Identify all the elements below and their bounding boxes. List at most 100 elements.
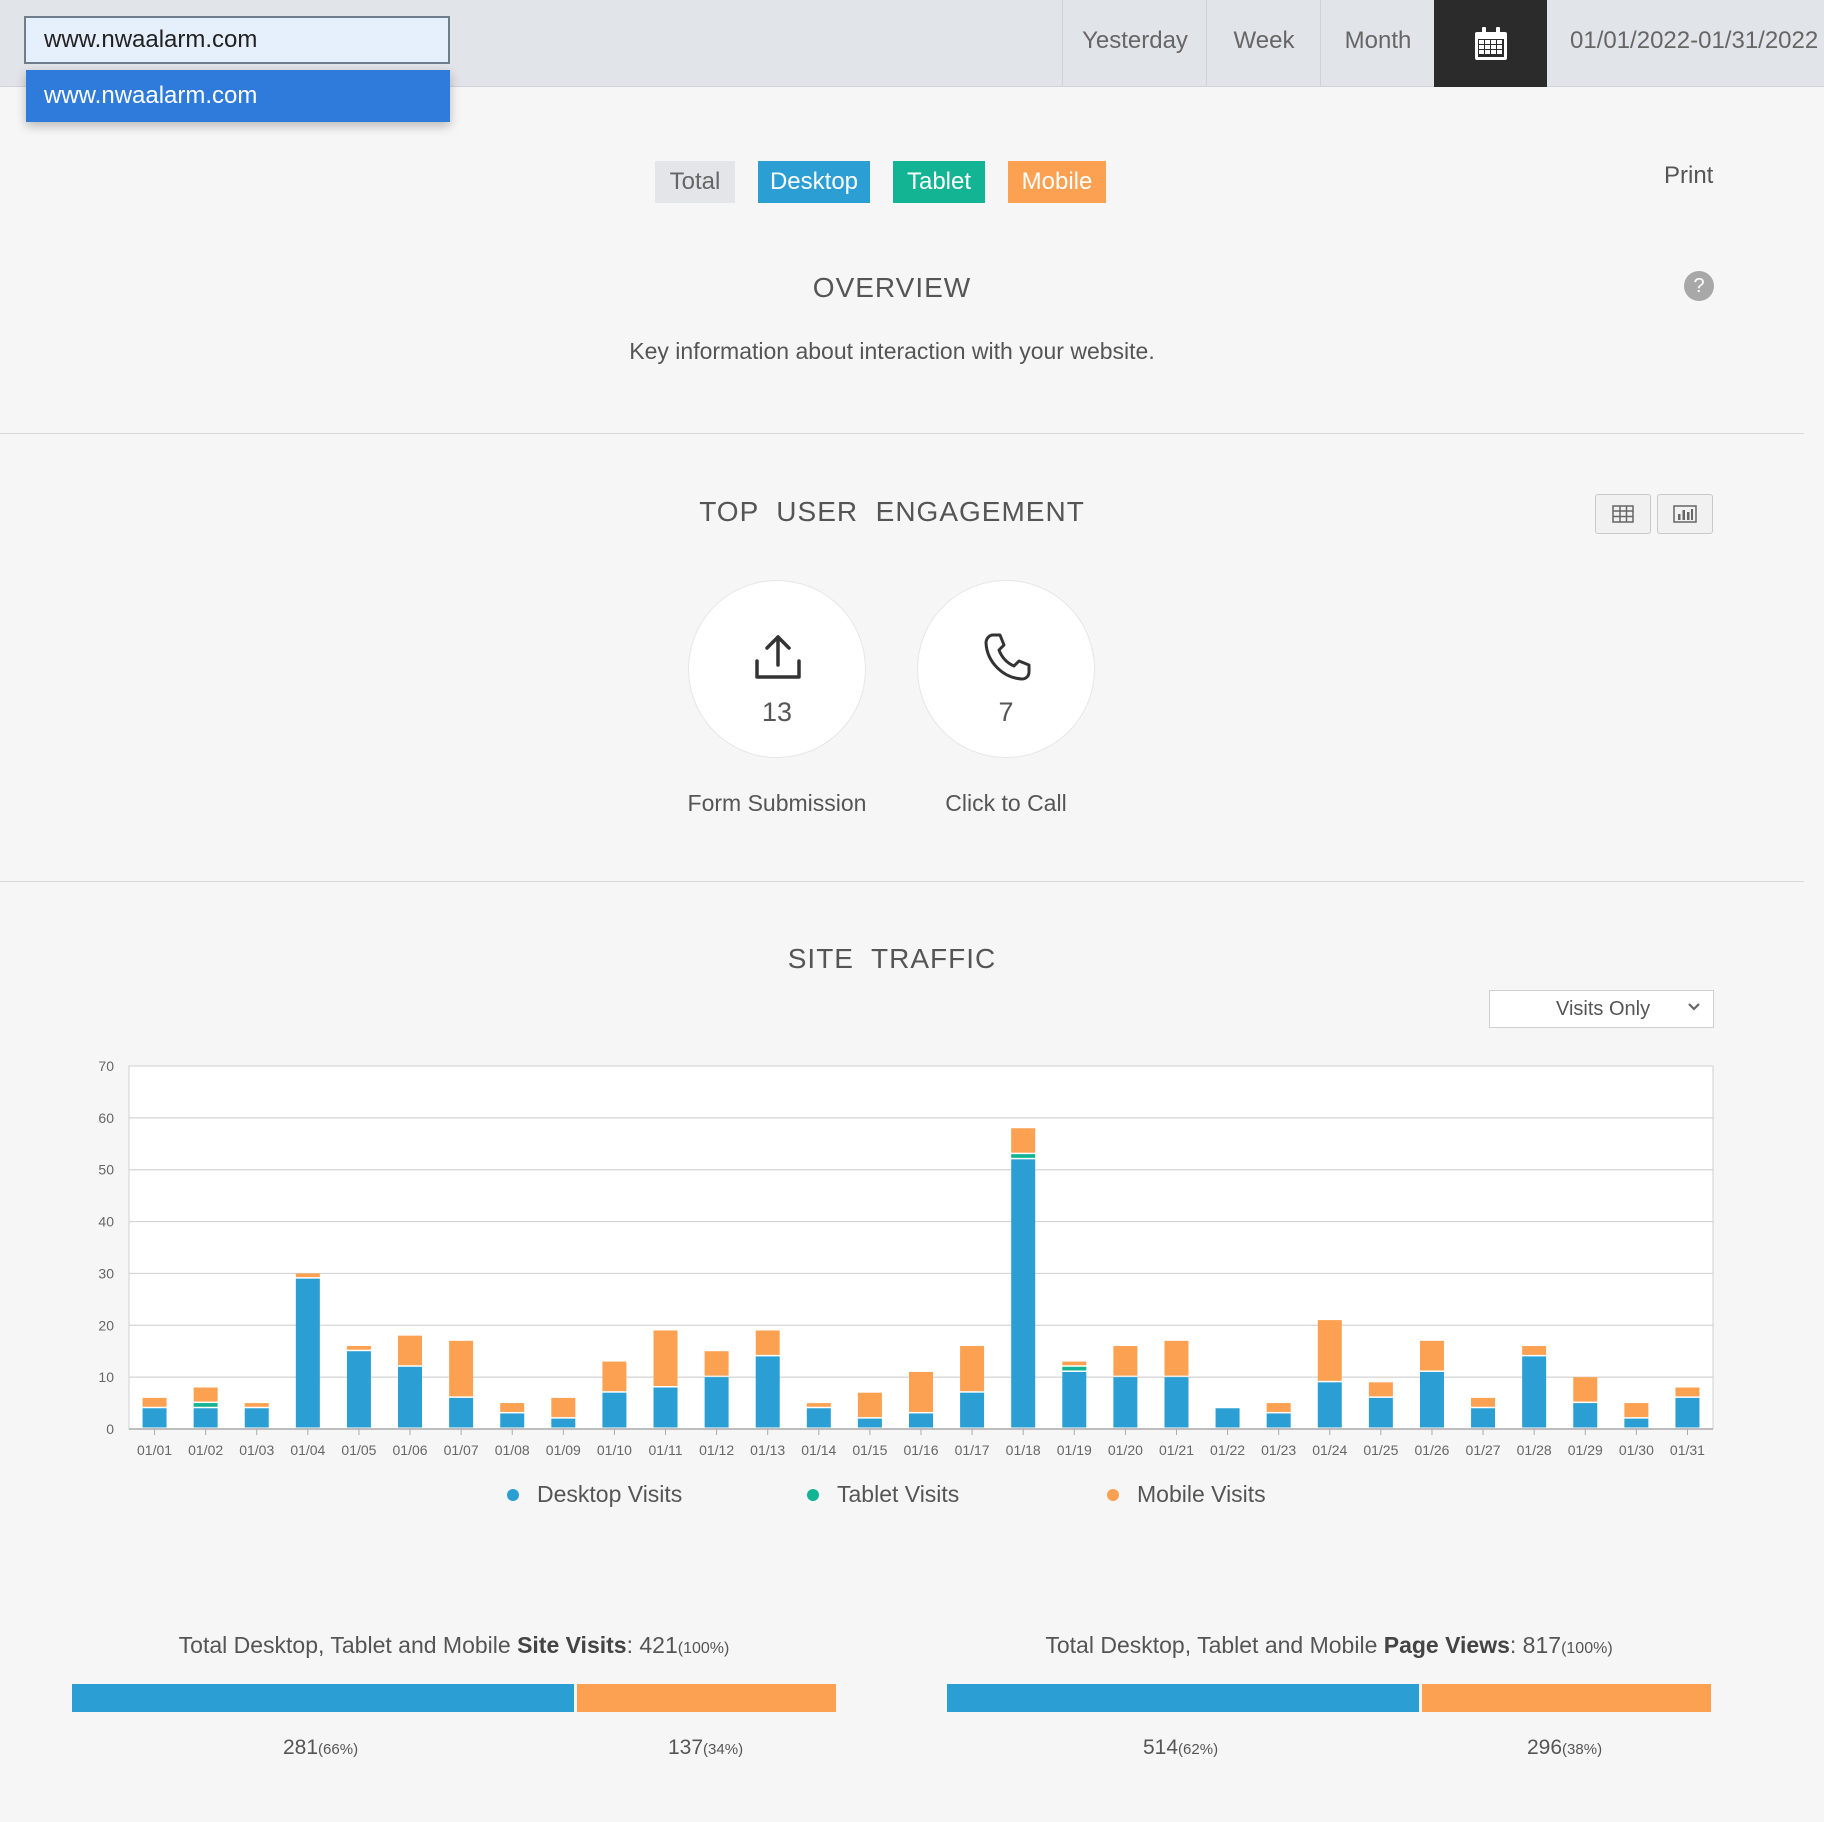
page-views-mobile-segment <box>1421 1684 1711 1712</box>
print-link[interactable]: Print <box>1664 162 1714 189</box>
bar-desktop-01-13 <box>755 1356 780 1428</box>
bar-mobile-01-15 <box>857 1392 882 1418</box>
engagement-title: TOP USER ENGAGEMENT <box>699 496 1085 527</box>
x-tick-label: 01/04 <box>290 1442 325 1458</box>
site-visits-value: : 421 <box>626 1632 678 1658</box>
bar-desktop-01-25 <box>1368 1397 1393 1428</box>
bar-desktop-01-04 <box>295 1278 320 1428</box>
bar-desktop-01-01 <box>142 1408 167 1428</box>
y-tick-label: 0 <box>106 1421 114 1437</box>
bar-mobile-01-11 <box>653 1330 678 1387</box>
help-icon[interactable]: ? <box>1684 271 1714 301</box>
bar-desktop-01-03 <box>244 1408 269 1428</box>
bar-desktop-01-17 <box>960 1392 985 1428</box>
site-visits-mobile-pct: (34%) <box>703 1741 744 1758</box>
x-tick-label: 01/20 <box>1108 1442 1143 1458</box>
visits-select[interactable]: Visits Only <box>1489 990 1714 1028</box>
site-visits-bold: Site Visits <box>517 1632 627 1658</box>
site-visits-bar <box>72 1684 836 1712</box>
x-tick-label: 01/19 <box>1057 1442 1092 1458</box>
bar-desktop-01-21 <box>1164 1377 1189 1428</box>
page-views-bold: Page Views <box>1383 1632 1510 1658</box>
x-tick-label: 01/24 <box>1312 1442 1347 1458</box>
page-views-mobile-label: 296(38%) <box>1527 1736 1602 1760</box>
bar-desktop-01-20 <box>1113 1377 1138 1428</box>
site-visits-desktop-pct: (66%) <box>318 1741 359 1758</box>
form-submission-count: 13 <box>761 697 793 727</box>
bar-desktop-01-06 <box>398 1366 423 1428</box>
bar-desktop-01-16 <box>909 1413 933 1428</box>
chart-view-button[interactable] <box>1657 494 1713 534</box>
site-dropdown-option[interactable]: www.nwaalarm.com <box>26 70 450 122</box>
bar-desktop-01-15 <box>857 1418 882 1428</box>
bar-desktop-01-29 <box>1573 1403 1598 1428</box>
site-select-input[interactable]: www.nwaalarm.com <box>24 16 450 64</box>
bar-mobile-01-03 <box>244 1403 269 1407</box>
bar-desktop-01-02 <box>193 1408 218 1428</box>
site-traffic-chart: 0 10 20 30 40 50 60 70 01/01 01/02 01/03 01/04 01/05… <box>98 1058 1714 1458</box>
x-tick-label: 01/15 <box>852 1442 887 1458</box>
bar-mobile-01-08 <box>500 1403 525 1412</box>
x-tick-label: 01/25 <box>1363 1442 1398 1458</box>
site-visits-pct: (100%) <box>677 1640 730 1657</box>
y-tick-label: 50 <box>98 1162 114 1178</box>
bar-mobile-01-24 <box>1317 1320 1342 1381</box>
table-view-button[interactable] <box>1595 494 1651 534</box>
bar-mobile-01-05 <box>346 1346 371 1350</box>
x-tick-label: 01/05 <box>341 1442 376 1458</box>
site-visits-total: Total Desktop, Tablet and Mobile Site Vi… <box>72 1632 836 1659</box>
legend-mobile-dot <box>1107 1488 1119 1501</box>
bar-mobile-01-19 <box>1062 1361 1087 1366</box>
bar-mobile-01-28 <box>1522 1346 1547 1355</box>
legend-desktop[interactable]: Desktop Visits <box>507 1481 682 1508</box>
x-tick-label: 01/12 <box>699 1442 734 1458</box>
filter-tablet-button[interactable]: Tablet <box>893 161 985 203</box>
range-week-button[interactable]: Week <box>1206 0 1321 86</box>
bar-desktop-01-28 <box>1522 1356 1547 1428</box>
legend-tablet[interactable]: Tablet Visits <box>807 1481 959 1508</box>
page-views-desktop-segment <box>947 1684 1419 1712</box>
filter-mobile-button[interactable]: Mobile <box>1008 161 1106 203</box>
filter-desktop-button[interactable]: Desktop <box>758 161 870 203</box>
x-tick-label: 01/09 <box>546 1442 581 1458</box>
calendar-button[interactable] <box>1434 0 1547 87</box>
date-range-label[interactable]: 01/01/2022-01/31/2022 <box>1570 27 1819 54</box>
bar-desktop-01-05 <box>346 1351 371 1428</box>
page-views-desktop-pct: (62%) <box>1178 1741 1219 1758</box>
range-month-button[interactable]: Month <box>1320 0 1435 86</box>
bar-mobile-01-21 <box>1164 1340 1189 1376</box>
bar-mobile-01-25 <box>1368 1382 1393 1397</box>
legend-mobile[interactable]: Mobile Visits <box>1107 1481 1266 1508</box>
bar-mobile-01-20 <box>1113 1346 1138 1376</box>
bar-mobile-01-29 <box>1573 1377 1598 1402</box>
bar-desktop-01-30 <box>1624 1418 1649 1428</box>
click-to-call-label: Click to Call <box>945 790 1067 816</box>
form-submission-metric: 13 <box>688 580 866 758</box>
legend-tablet-label: Tablet Visits <box>837 1481 960 1507</box>
bar-mobile-01-07 <box>449 1340 474 1397</box>
y-tick-label: 40 <box>98 1214 114 1230</box>
bar-mobile-01-10 <box>602 1361 627 1392</box>
x-tick-label: 01/08 <box>495 1442 530 1458</box>
x-tick-label: 01/31 <box>1670 1442 1705 1458</box>
bar-desktop-01-18 <box>1011 1159 1036 1428</box>
bar-desktop-01-11 <box>653 1387 678 1428</box>
legend-mobile-label: Mobile Visits <box>1137 1481 1266 1507</box>
y-tick-label: 30 <box>98 1265 114 1281</box>
bar-desktop-01-31 <box>1675 1397 1700 1428</box>
bar-desktop-01-24 <box>1317 1382 1342 1428</box>
bar-desktop-01-12 <box>704 1377 729 1428</box>
bar-mobile-01-04 <box>295 1273 320 1278</box>
filter-total-button[interactable]: Total <box>655 161 735 203</box>
visits-select-value: Visits Only <box>1556 998 1651 1020</box>
site-visits-mobile-segment <box>577 1684 836 1712</box>
x-tick-label: 01/30 <box>1619 1442 1654 1458</box>
range-yesterday-button[interactable]: Yesterday <box>1062 0 1207 86</box>
bar-desktop-01-26 <box>1419 1371 1444 1428</box>
x-tick-label: 01/22 <box>1210 1442 1245 1458</box>
x-tick-label: 01/11 <box>649 1442 683 1458</box>
bar-desktop-01-19 <box>1062 1371 1087 1428</box>
site-visits-desktop-label: 281(66%) <box>283 1736 358 1760</box>
bar-tablet-01-18 <box>1011 1154 1036 1158</box>
legend-desktop-label: Desktop Visits <box>537 1481 683 1507</box>
